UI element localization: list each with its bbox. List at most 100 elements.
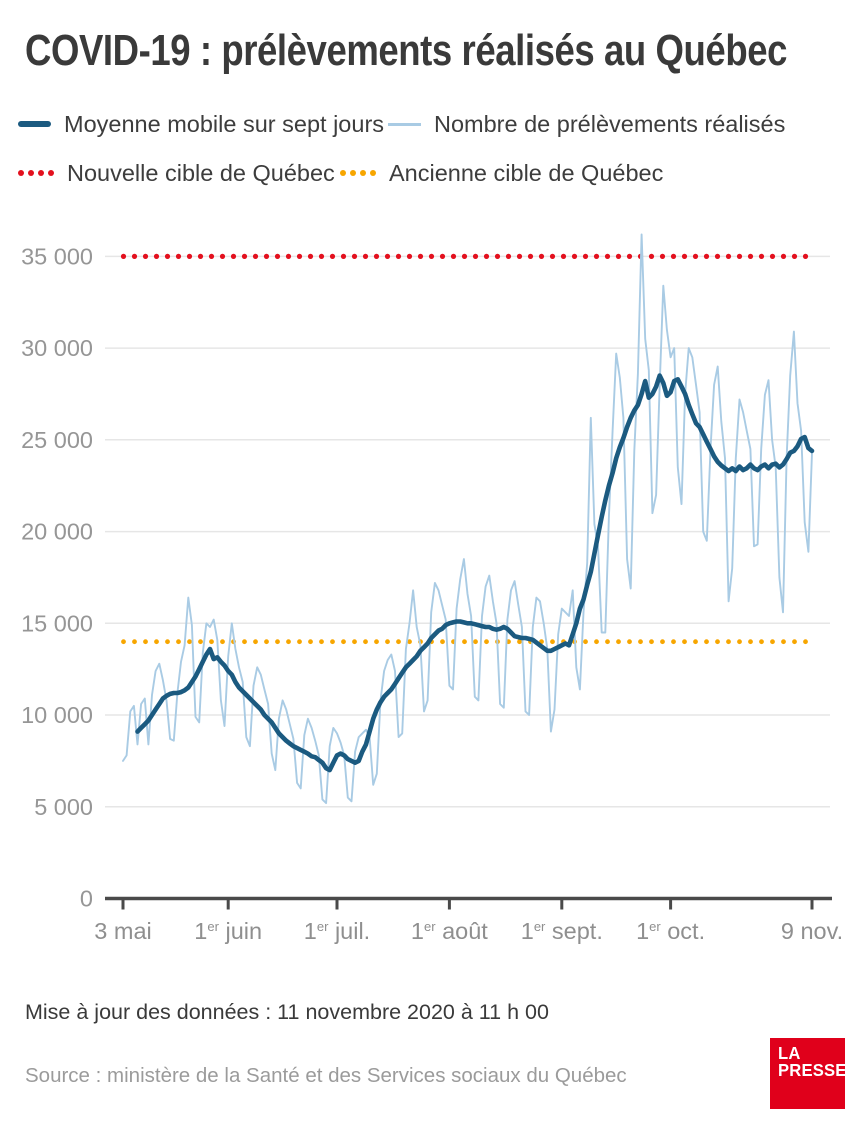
moving-average-line: [135, 373, 815, 773]
new-target-dot: [516, 253, 523, 259]
y-axis-labels: 0 5 000 10 000 15 000 20 000 25 000 30 000 35 0…: [21, 243, 93, 911]
old-target-line: [121, 639, 808, 645]
old-target-dot: [473, 639, 478, 645]
new-target-dot: [428, 253, 435, 259]
new-target-dot: [758, 253, 765, 259]
old-target-dot: [616, 639, 621, 645]
new-target-dot: [329, 253, 336, 259]
new-target-dot: [340, 253, 347, 259]
y-tick-label: 0: [80, 886, 93, 912]
daily-series-line: [122, 233, 813, 805]
legend-label: Ancienne cible de Québec: [389, 159, 664, 186]
new-target-dot: [538, 253, 545, 259]
new-target-dot: [549, 253, 556, 259]
new-target-dot: [175, 253, 182, 259]
old-target-dot: [143, 639, 148, 645]
y-tick-label: 35 000: [21, 243, 93, 269]
legend-item-daily-count: Nombre de prélèvements réalisés: [388, 110, 785, 138]
y-tick-label: 25 000: [21, 427, 93, 453]
old-target-dot: [319, 639, 324, 645]
y-tick-label: 5 000: [34, 794, 93, 820]
new-target-dot: [560, 253, 567, 259]
old-target-dot: [726, 639, 731, 645]
new-target-dot: [659, 253, 666, 259]
new-target-swatch: [18, 170, 54, 176]
new-target-dot: [571, 253, 578, 259]
old-target-dot: [693, 639, 698, 645]
logo-line-1: LA: [778, 1043, 801, 1063]
new-target-dot: [626, 253, 633, 259]
legend-label: Moyenne mobile sur sept jours: [64, 110, 385, 137]
new-target-dot: [802, 253, 809, 259]
new-target-dot: [417, 253, 424, 259]
new-target-dot: [747, 253, 754, 259]
new-target-dot: [153, 253, 160, 259]
old-target-dot: [803, 639, 808, 645]
new-target-dot: [472, 253, 479, 259]
new-target-dot: [263, 253, 270, 259]
old-target-dot: [253, 639, 258, 645]
new-target-dot: [406, 253, 413, 259]
gridlines: [105, 255, 830, 808]
new-target-dot: [296, 253, 303, 259]
old-target-dot: [660, 639, 665, 645]
new-target-dot: [186, 253, 193, 259]
new-target-dot: [780, 253, 787, 259]
new-target-dot: [604, 253, 611, 259]
legend-label: Nombre de prélèvements réalisés: [434, 110, 786, 137]
new-target-dot: [395, 253, 402, 259]
legend-item-moving-average: Moyenne mobile sur sept jours: [18, 110, 384, 138]
old-target-dot: [176, 639, 181, 645]
new-target-dot: [274, 253, 281, 259]
source-note: Source : ministère de la Santé et des Se…: [25, 1064, 627, 1087]
new-target-dot: [582, 253, 589, 259]
y-tick-label: 20 000: [21, 519, 93, 545]
old-target-dot: [154, 639, 159, 645]
old-target-dot: [781, 639, 786, 645]
target-lines: [120, 253, 809, 645]
new-target-dot: [318, 253, 325, 259]
old-target-dot: [132, 639, 137, 645]
new-target-dot: [439, 253, 446, 259]
old-target-dot: [198, 639, 203, 645]
new-target-dot: [131, 253, 138, 259]
new-target-dot: [241, 253, 248, 259]
old-target-dot: [308, 639, 313, 645]
old-target-dot: [385, 639, 390, 645]
old-target-dot: [605, 639, 610, 645]
new-target-dot: [494, 253, 501, 259]
new-target-dot: [769, 253, 776, 259]
old-target-dot: [275, 639, 280, 645]
old-target-dot: [374, 639, 379, 645]
y-tick-label: 30 000: [21, 335, 93, 361]
old-target-dot: [682, 639, 687, 645]
old-target-dot: [462, 639, 467, 645]
new-target-dot: [197, 253, 204, 259]
old-target-dot: [704, 639, 709, 645]
new-target-dot: [384, 253, 391, 259]
x-axis: [105, 896, 832, 910]
old-target-dot: [440, 639, 445, 645]
new-target-dot: [736, 253, 743, 259]
new-target-dot: [593, 253, 600, 259]
old-target-dot: [759, 639, 764, 645]
new-target-dot: [285, 253, 292, 259]
new-target-dot: [450, 253, 457, 259]
old-target-dot: [671, 639, 676, 645]
new-target-dot: [505, 253, 512, 259]
new-target-dot: [648, 253, 655, 259]
old-target-dot: [517, 639, 522, 645]
old-target-dot: [594, 639, 599, 645]
moving-average-swatch: [18, 121, 51, 127]
old-target-dot: [550, 639, 555, 645]
old-target-dot: [407, 639, 412, 645]
old-target-dot: [297, 639, 302, 645]
new-target-dot: [351, 253, 358, 259]
new-target-dot: [703, 253, 710, 259]
old-target-dot: [264, 639, 269, 645]
new-target-dot: [791, 253, 798, 259]
legend-item-old-target: Ancienne cible de Québec: [340, 159, 663, 187]
new-target-dot: [714, 253, 721, 259]
old-target-dot: [649, 639, 654, 645]
